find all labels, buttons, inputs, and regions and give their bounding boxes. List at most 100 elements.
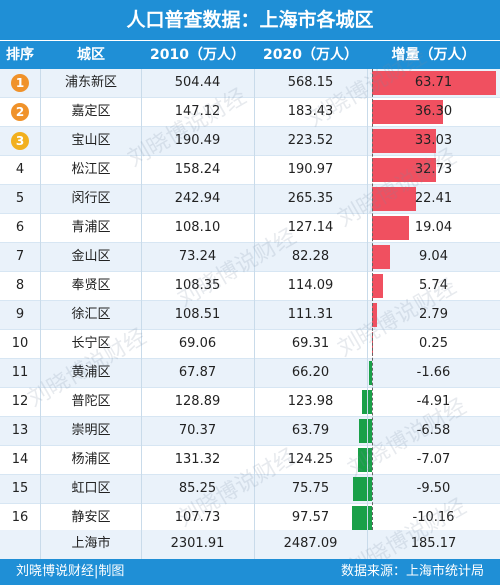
table-row: 10 长宁区 69.06 69.31 0.25: [0, 330, 500, 359]
district-cell: 虹口区: [71, 481, 111, 496]
increase-value: -6.58: [416, 423, 451, 438]
increase-bar: [372, 216, 410, 240]
district-cell: 嘉定区: [71, 104, 111, 119]
value-2020-cell: 82.28: [291, 249, 330, 264]
value-2020-cell: 124.25: [287, 452, 334, 467]
total-2020: 2487.09: [283, 536, 338, 551]
increase-value: 22.41: [414, 191, 453, 206]
table-row: 13 崇明区 70.37 63.79 -6.58: [0, 417, 500, 446]
page-title: 人口普查数据：上海市各城区: [0, 0, 500, 40]
rank-cell: 6: [15, 220, 25, 235]
table-row: 11 黄浦区 67.87 66.20 -1.66: [0, 359, 500, 388]
value-2010-cell: 128.89: [174, 394, 221, 409]
value-2010-cell: 158.24: [174, 162, 221, 177]
value-2010-cell: 108.35: [174, 278, 221, 293]
table-header: 排序 城区 2010（万人） 2020（万人） 增量（万人）: [0, 40, 500, 69]
rank-medal-icon: 1: [11, 74, 29, 92]
column-divider: [141, 69, 142, 562]
increase-value: -9.50: [416, 481, 451, 496]
footer: 刘晓博说财经|制图 数据来源：上海市统计局: [0, 559, 500, 585]
value-2020-cell: 265.35: [287, 191, 334, 206]
value-2020-cell: 123.98: [287, 394, 334, 409]
increase-value: 32.73: [414, 162, 453, 177]
table-row: 15 虹口区 85.25 75.75 -9.50: [0, 475, 500, 504]
value-2020-cell: 190.97: [287, 162, 334, 177]
value-2010-cell: 70.37: [178, 423, 217, 438]
increase-value: 36.30: [414, 104, 453, 119]
rank-cell: 2: [0, 98, 40, 126]
increase-bar: [359, 419, 372, 443]
rank-cell: 13: [11, 423, 29, 438]
rank-cell: 3: [0, 127, 40, 155]
increase-bar: [372, 129, 437, 153]
header-rank: 排序: [6, 47, 34, 63]
table-row: 2 嘉定区 147.12 183.43 36.30: [0, 98, 500, 127]
table-row: 14 杨浦区 131.32 124.25 -7.07: [0, 446, 500, 475]
table-row: 6 青浦区 108.10 127.14 19.04: [0, 214, 500, 243]
district-cell: 浦东新区: [64, 75, 117, 90]
table-row: 4 松江区 158.24 190.97 32.73: [0, 156, 500, 185]
value-2020-cell: 111.31: [287, 307, 334, 322]
rank-cell: 14: [11, 452, 29, 467]
increase-bar: [372, 100, 443, 124]
zero-baseline: [372, 69, 373, 530]
district-cell: 黄浦区: [71, 365, 111, 380]
rank-cell: 11: [11, 365, 29, 380]
increase-bar: [372, 187, 416, 211]
header-2020: 2020（万人）: [263, 47, 358, 63]
district-cell: 静安区: [71, 510, 111, 525]
increase-value: 2.79: [419, 307, 448, 322]
value-2010-cell: 190.49: [174, 133, 221, 148]
footer-credit: 刘晓博说财经|制图: [16, 564, 125, 579]
increase-value: 33.03: [414, 133, 453, 148]
table-row: 5 闵行区 242.94 265.35 22.41: [0, 185, 500, 214]
value-2010-cell: 85.25: [178, 481, 217, 496]
value-2020-cell: 63.79: [291, 423, 330, 438]
district-cell: 宝山区: [71, 133, 111, 148]
rank-cell: 5: [15, 191, 25, 206]
rank-cell: 7: [15, 249, 25, 264]
value-2010-cell: 504.44: [174, 75, 221, 90]
rank-cell: 8: [15, 278, 25, 293]
increase-bar: [368, 361, 372, 385]
increase-value: 0.25: [419, 336, 448, 351]
value-2020-cell: 568.15: [287, 75, 334, 90]
increase-value: 5.74: [419, 278, 448, 293]
table-row: 3 宝山区 190.49 223.52 33.03: [0, 127, 500, 156]
total-increase: 185.17: [410, 536, 457, 551]
district-cell: 杨浦区: [71, 452, 111, 467]
table-row: 9 徐汇区 108.51 111.31 2.79: [0, 301, 500, 330]
district-cell: 徐汇区: [71, 307, 111, 322]
total-2010: 2301.91: [170, 536, 225, 551]
column-divider: [254, 69, 255, 562]
district-cell: 金山区: [71, 249, 111, 264]
table-row: 12 普陀区 128.89 123.98 -4.91: [0, 388, 500, 417]
value-2010-cell: 73.24: [178, 249, 217, 264]
rank-cell: 10: [11, 336, 29, 351]
table-row: 1 浦东新区 504.44 568.15 63.71: [0, 69, 500, 98]
increase-value: 19.04: [414, 220, 453, 235]
header-district: 城区: [77, 47, 105, 63]
value-2020-cell: 223.52: [287, 133, 334, 148]
value-2010-cell: 242.94: [174, 191, 221, 206]
value-2010-cell: 147.12: [174, 104, 221, 119]
column-divider: [367, 69, 368, 562]
value-2020-cell: 114.09: [287, 278, 334, 293]
district-cell: 青浦区: [71, 220, 111, 235]
increase-value: -7.07: [416, 452, 451, 467]
value-2010-cell: 131.32: [174, 452, 221, 467]
increase-bar: [372, 274, 384, 298]
increase-bar: [372, 303, 378, 327]
footer-source: 数据来源：上海市统计局: [340, 564, 484, 579]
rank-cell: 15: [11, 481, 29, 496]
district-cell: 崇明区: [71, 423, 111, 438]
header-2010: 2010（万人）: [150, 47, 245, 63]
district-cell: 松江区: [71, 162, 111, 177]
value-2020-cell: 66.20: [291, 365, 330, 380]
value-2010-cell: 107.73: [174, 510, 221, 525]
district-cell: 普陀区: [71, 394, 111, 409]
total-row: 上海市 2301.91 2487.09 185.17: [0, 530, 500, 559]
value-2010-cell: 108.51: [174, 307, 221, 322]
value-2010-cell: 67.87: [178, 365, 217, 380]
